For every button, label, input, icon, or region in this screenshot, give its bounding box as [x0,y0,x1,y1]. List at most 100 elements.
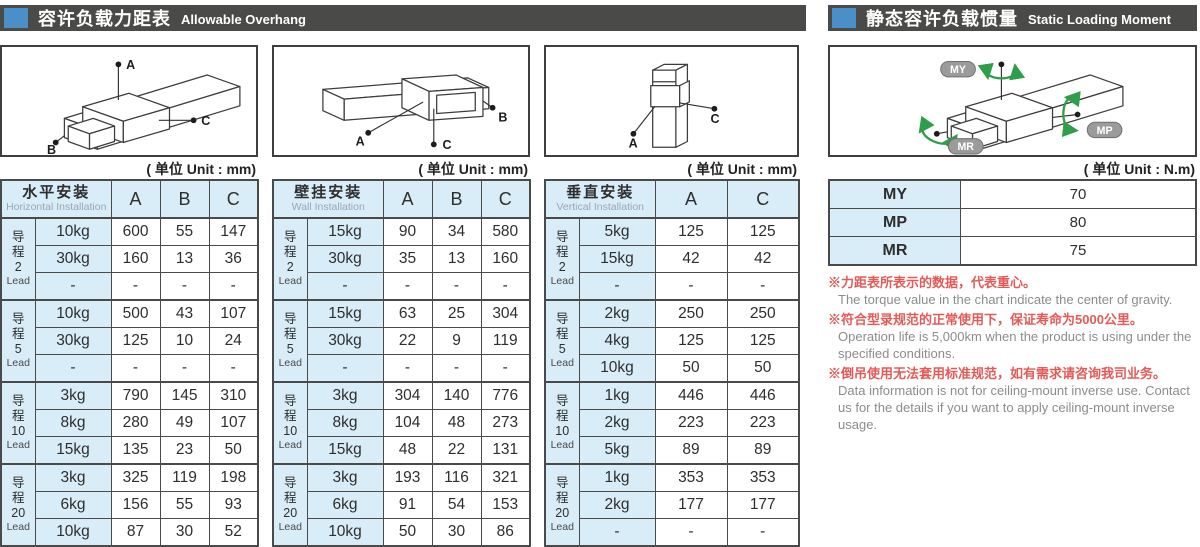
value-cell: 22 [431,436,482,465]
install-name-zh: 水平安装 [22,184,91,202]
value-cell: - [431,354,482,383]
lead-cell: 导程 2 Lead [272,217,308,301]
load-cell: 10kg [34,518,112,547]
value-cell: 55 [159,217,210,246]
lead-word: Lead [550,357,574,370]
wall-rail-diagram: A C B [322,74,507,152]
value-cell: 125 [726,327,800,355]
value-cell: 54 [431,491,482,519]
lead-word: Lead [550,275,574,288]
column-header-b: B [159,179,210,219]
overhang-columns: A C B ( 单位 Unit : mm) 水平安装 Horizontal Ins… [0,45,806,547]
point-c-label: C [442,138,451,152]
value-cell: 90 [382,217,433,246]
note-zh: ※力距表所表示的数据，代表重心。 [828,275,1037,290]
value-cell: 446 [726,381,800,410]
value-cell: - [726,272,800,301]
value-cell: 55 [159,491,210,519]
lead-zh-char: 程 [11,327,25,342]
lead-number: 10 [283,424,298,439]
value-cell: 153 [480,491,531,519]
value-cell: 42 [654,245,728,273]
lead-cell: 导程 10 Lead [0,381,36,465]
value-cell: 116 [431,463,482,492]
moment-diagram-panel: MY MP MR [828,45,1197,157]
lead-cell: 导程 5 Lead [272,299,308,383]
horizontal-column: A C B ( 单位 Unit : mm) 水平安装 Horizontal Ins… [0,45,260,547]
value-cell: 273 [480,409,531,437]
unit-mm-label: ( 单位 Unit : mm) [687,161,797,177]
table-row: 导程 10 Lead 3kg 304 140 776 [272,381,531,465]
lead-number: 2 [558,260,566,275]
value-cell: 125 [654,217,728,246]
lead-zh-char: 程 [283,491,297,506]
value-cell: 310 [208,381,259,410]
load-cell: 30kg [306,327,384,355]
value-cell: 89 [726,436,800,465]
load-cell: 6kg [306,491,384,519]
lead-zh-char: 程 [283,245,297,260]
value-cell: 353 [654,463,728,492]
table-row: 导程 20 Lead 3kg 193 116 321 [272,463,531,547]
note-zh: ※符合型录规范的正常使用下，保证寿命为5000公里。 [828,312,1143,328]
lead-number: 20 [11,506,26,521]
point-a-label: A [629,136,638,150]
mr-badge [947,138,984,155]
value-cell: 776 [480,381,531,410]
table-row: --- [545,272,800,301]
value-cell: 160 [110,245,161,273]
load-cell: 15kg [578,245,656,273]
value-cell: 9 [431,327,482,355]
moment-rail-diagram: MY MP MR [918,60,1124,155]
table-header-row: 壁挂安装 Wall Installation A B C [272,179,531,219]
column-header-c: C [726,179,800,219]
lead-zh-char: 导 [283,230,297,245]
lead-zh-char: 程 [555,245,569,260]
value-cell: 10 [159,327,210,355]
vertical-diagram-panel: A C [544,45,799,157]
table-row: 导程 2 Lead 15kg 90 34 580 [272,217,531,301]
load-cell: 2kg [578,299,656,328]
value-cell: 790 [110,381,161,410]
lead-zh-char: 程 [11,245,25,260]
load-cell: 10kg [306,518,384,547]
value-cell: - [654,518,728,547]
load-cell: 2kg [578,491,656,519]
table-row: ---- [1,272,259,301]
load-cell: 6kg [34,491,112,519]
overhang-title-zh: 容许负载力距表 [38,9,171,29]
vertical-installation-table: 垂直安装 Vertical Installation A C 导程 2 Lead 5kg 125… [544,179,800,547]
lead-cell: 导程 10 Lead [272,381,308,465]
lead-zh-char: 导 [555,394,569,409]
note-en: The torque value in the chart indicate t… [838,292,1173,308]
load-cell: 1kg [578,381,656,410]
value-cell: 50 [654,354,728,383]
install-name-en: Horizontal Installation [6,201,107,214]
value-cell: 49 [159,409,210,437]
vertical-column: A C ( 单位 Unit : mm) 垂直安装 Vertical Install… [544,45,800,547]
value-cell: 446 [654,381,728,410]
point-a-label: A [126,58,135,72]
table-header-row: 水平安装 Horizontal Installation A B C [0,179,259,219]
value-cell: 30 [159,518,210,547]
table-row: 15kg 42 42 [545,245,800,273]
lead-zh-char: 导 [555,230,569,245]
moment-title-zh: 静态容许负载惯量 [866,9,1018,29]
value-cell: 125 [654,327,728,355]
lead-zh-char: 程 [555,491,569,506]
wall-diagram-panel: A C B [272,45,530,157]
table-row: 6kg 91 54 153 [273,491,531,519]
point-c-label: C [201,114,210,128]
load-cell: - [306,272,384,301]
value-cell: 91 [382,491,433,519]
load-cell: - [578,518,656,547]
load-cell: 1kg [578,463,656,492]
table-row: 导程 20 Lead 1kg 353 353 [544,463,800,547]
column-header-a: A [382,179,433,219]
table-row: 2kg 177 177 [545,491,800,519]
moment-value-cell: 70 [960,179,1197,209]
value-cell: 24 [208,327,259,355]
table-row: 10kg 50 50 [545,354,800,383]
value-cell: 325 [110,463,161,492]
lead-cell: 导程 10 Lead [544,381,580,465]
